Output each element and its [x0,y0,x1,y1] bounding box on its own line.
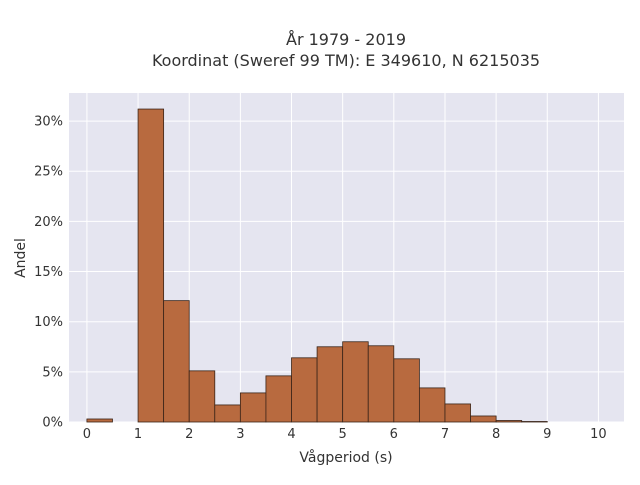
x-tick-label: 5 [339,427,347,442]
y-axis-label: Andel [13,238,29,278]
x-axis-ticks: 0 1 2 3 4 5 6 7 8 9 10 [83,427,607,442]
y-axis-ticks: 0% 5% 10% 15% 20% 25% 30% [34,115,63,431]
x-tick-label: 10 [590,427,607,442]
histogram-bar [188,370,216,423]
histogram-bar [239,392,267,423]
histogram-bars [86,108,548,423]
histogram-bar [470,415,497,423]
histogram-bar [265,375,292,423]
y-tick-label: 30% [34,115,63,130]
x-tick-label: 0 [83,427,91,442]
x-tick-label: 9 [543,427,551,442]
histogram-bar [163,300,190,423]
x-tick-label: 6 [390,427,398,442]
histogram-bar [86,418,113,423]
x-tick-label: 8 [492,427,500,442]
histogram-bar [316,346,344,423]
histogram-bar [495,420,523,423]
y-tick-label: 20% [34,215,63,230]
y-tick-label: 5% [42,365,63,380]
x-axis-label: Vågperiod (s) [299,449,392,466]
histogram-bar [291,357,318,423]
histogram-bar [342,341,369,423]
x-tick-label: 1 [134,427,142,442]
histogram-bar [521,421,548,423]
histogram-bar [393,358,420,423]
x-tick-label: 3 [236,427,244,442]
chart-title: År 1979 - 2019 [286,30,406,49]
x-tick-label: 7 [441,427,449,442]
y-tick-label: 0% [42,416,63,431]
chart-subtitle: Koordinat (Sweref 99 TM): E 349610, N 62… [152,51,540,70]
histogram-bar [444,403,471,423]
y-tick-label: 25% [34,165,63,180]
x-tick-label: 4 [287,427,295,442]
histogram-bar [137,108,165,423]
histogram-bar [214,404,241,423]
x-tick-label: 2 [185,427,193,442]
histogram-bar [367,345,395,423]
histogram-bar [418,387,446,423]
y-tick-label: 15% [34,265,63,280]
y-tick-label: 10% [34,315,63,330]
